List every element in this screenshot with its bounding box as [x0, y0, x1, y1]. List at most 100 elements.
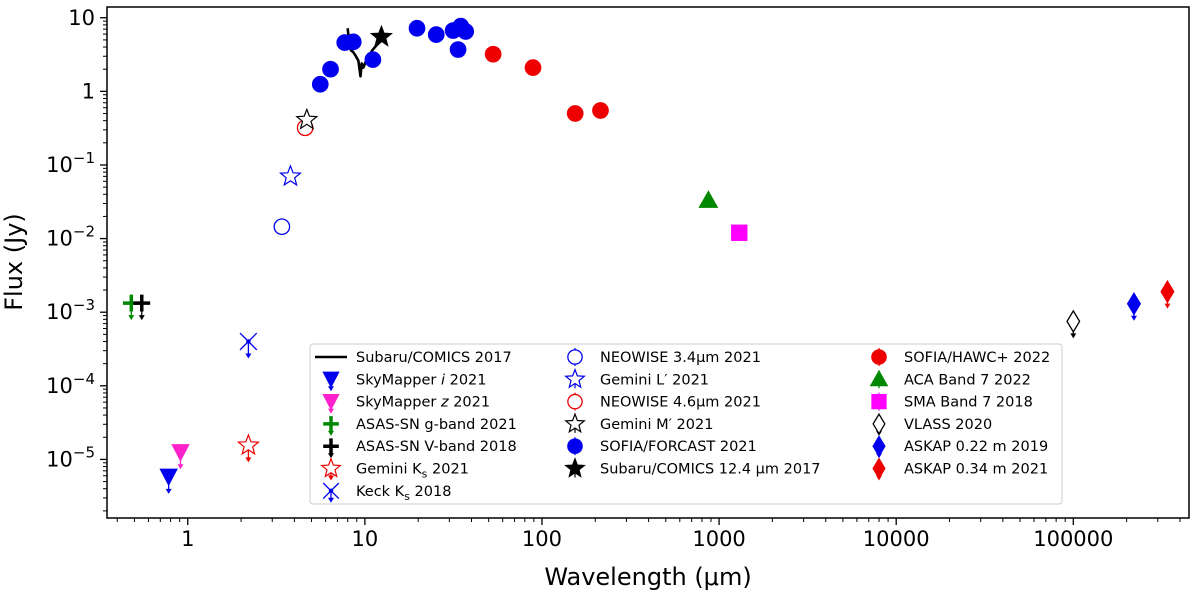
- x-axis: 1 10 100 1000 10000 100000: [116, 518, 1181, 551]
- legend-label: Subaru/COMICS 2017: [356, 350, 512, 366]
- series-8: [278, 164, 302, 187]
- legend-item: SMA Band 7 2018: [871, 392, 1033, 411]
- legend-marker-center: [328, 488, 334, 493]
- legend-marker: [567, 393, 583, 410]
- data-point: [159, 468, 178, 487]
- data-point: [566, 105, 584, 122]
- legend-marker: [320, 457, 342, 478]
- legend-item: SkyMapper i 2021: [322, 371, 487, 392]
- upper-limit-arrowhead: [328, 497, 334, 503]
- data-point: [698, 190, 719, 208]
- y-tick-label: 10−3: [46, 296, 95, 324]
- data-point: [408, 19, 426, 37]
- legend-label: SkyMapper z 2021: [356, 395, 490, 411]
- upper-limit-arrowhead: [138, 315, 145, 321]
- data-point: [592, 102, 609, 119]
- legend-marker: [872, 435, 886, 458]
- legend-marker: [564, 457, 586, 478]
- plot-frame: [106, 6, 1190, 519]
- upper-limit-arrowhead: [245, 353, 252, 359]
- data-point: [236, 433, 260, 456]
- legend-label: Subaru/COMICS 12.4 μm 2017: [600, 462, 821, 478]
- upper-limit-arrowhead: [328, 475, 334, 481]
- data-series: [122, 17, 1175, 494]
- legend-item: SkyMapper z 2021: [322, 393, 490, 414]
- legend-marker: [564, 367, 586, 389]
- data-point: [524, 59, 542, 76]
- data-point: [311, 75, 329, 93]
- upper-limit-arrowhead: [128, 315, 135, 321]
- x-tick-label: 1: [181, 527, 194, 551]
- spectrum-line: [346, 28, 386, 78]
- series-5: [236, 433, 260, 463]
- series-6: [239, 332, 258, 359]
- series-11: [311, 17, 475, 93]
- series-14: [698, 190, 719, 208]
- legend-item: VLASS 2020: [872, 412, 992, 436]
- x-axis-label: Wavelength (μm): [544, 563, 751, 591]
- data-point: [322, 60, 339, 78]
- legend-marker: [322, 393, 340, 411]
- data-point: [295, 107, 319, 130]
- series-17: [1126, 292, 1142, 321]
- upper-limit-arrowhead: [177, 464, 184, 470]
- legend-label: SOFIA/FORCAST 2021: [600, 439, 757, 455]
- x-tick-label: 10000: [863, 527, 930, 551]
- y-axis: 10−5 10−4 10−3 10−2 10−1 1 10: [46, 6, 107, 512]
- series-15: [731, 224, 748, 241]
- legend-marker: [872, 412, 886, 435]
- legend-label: ASAS-SN g-band 2021: [356, 417, 517, 433]
- data-point: [344, 33, 362, 51]
- legend-item: NEOWISE 4.6μm 2021: [567, 392, 761, 411]
- legend-marker: [869, 369, 889, 387]
- legend-label: NEOWISE 3.4μm 2021: [600, 350, 761, 366]
- x-tick-label: 100: [522, 527, 562, 551]
- legend-label: Gemini Ks 2021: [356, 462, 469, 481]
- series-3: [122, 294, 140, 321]
- data-point: [133, 294, 151, 312]
- data-point: [171, 444, 190, 462]
- y-tick-label: 10−4: [46, 370, 95, 398]
- legend-item: ASKAP 0.34 m 2021: [872, 457, 1048, 481]
- legend-label: Gemini M′ 2021: [600, 417, 713, 433]
- data-point: [1066, 309, 1081, 334]
- data-point: [278, 164, 302, 187]
- y-tick-label: 1: [82, 79, 95, 103]
- series-18: [1160, 279, 1175, 309]
- legend-marker: [871, 349, 887, 365]
- legend-item: SOFIA/FORCAST 2021: [567, 437, 757, 456]
- y-tick-label: 10: [68, 6, 95, 30]
- legend-item: Subaru/COMICS 2017: [315, 350, 512, 366]
- data-point: [1126, 292, 1142, 316]
- legend-item: ASKAP 0.22 m 2019: [872, 435, 1048, 459]
- data-point: [1160, 279, 1175, 304]
- series-4: [133, 294, 151, 321]
- series-13: [484, 45, 609, 122]
- data-point-center: [246, 339, 251, 344]
- legend-label: SkyMapper i 2021: [356, 372, 487, 388]
- legend-marker: [872, 457, 886, 480]
- legend-label: Gemini L′ 2021: [600, 372, 709, 388]
- data-point: [369, 24, 393, 47]
- series-16: [1066, 309, 1081, 339]
- upper-limit-arrowhead: [165, 488, 172, 494]
- y-axis-label: Flux (Jy): [0, 213, 28, 311]
- data-point: [427, 26, 445, 43]
- y-tick-label: 10−5: [46, 443, 95, 471]
- legend-marker: [322, 371, 340, 389]
- y-tick-label: 10−2: [46, 223, 95, 251]
- legend-marker: [567, 438, 583, 455]
- legend-item: ASAS-SN g-band 2021: [323, 416, 517, 436]
- x-tick-label: 1000: [692, 527, 745, 551]
- upper-limit-arrowhead: [328, 430, 334, 436]
- legend-item: Gemini Ks 2021: [320, 457, 469, 481]
- series-1: [159, 468, 178, 494]
- upper-limit-arrowhead: [1164, 303, 1171, 309]
- legend-item: SOFIA/HAWC+ 2022: [871, 348, 1050, 366]
- legend-label: SMA Band 7 2018: [904, 395, 1033, 411]
- legend-marker: [567, 349, 583, 365]
- series-0: [346, 28, 386, 78]
- x-tick-label: 10: [351, 527, 378, 551]
- data-point: [364, 51, 382, 68]
